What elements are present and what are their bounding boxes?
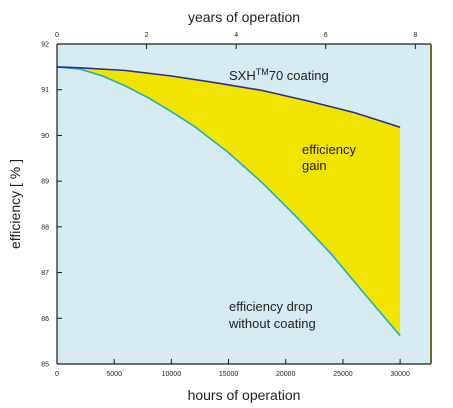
x-tick-label: 0 [55, 371, 59, 378]
drop-annotation-line2: without coating [228, 316, 316, 331]
plot-frame [56, 43, 432, 365]
y-tick-label: 89 [41, 179, 49, 186]
drop-annotation-line1: efficiency drop [229, 299, 313, 314]
x-top-tick-label: 2 [145, 32, 149, 39]
y-tick-label: 85 [41, 362, 49, 369]
y-tick-label: 90 [41, 133, 49, 140]
x-top-axis-title: years of operation [188, 9, 300, 25]
gain-annotation-line2: gain [302, 158, 327, 173]
series-line-sxh70-coating [56, 66, 401, 128]
x-tick-label: 30000 [390, 371, 410, 378]
y-axis-title: efficiency [ % ] [7, 159, 23, 249]
x-top-tick-label: 0 [55, 32, 59, 39]
series-line-without-coating [56, 66, 401, 337]
coating-annotation-rest: 70 coating [269, 68, 329, 83]
coating-annotation: SXHTM70 coating [229, 67, 329, 83]
x-tick-label: 5000 [106, 371, 122, 378]
x-top-tick-label: 4 [234, 32, 238, 39]
x-tick-label: 15000 [219, 371, 239, 378]
gain-annotation-line1: efficiency [302, 142, 356, 157]
y-tick-label: 92 [41, 42, 49, 49]
coating-annotation-main: SXH [229, 68, 256, 83]
x-top-tick-label: 8 [413, 32, 417, 39]
x-bottom-axis-title: hours of operation [188, 387, 301, 403]
x-tick-label: 10000 [162, 371, 182, 378]
x-top-tick-label: 6 [324, 32, 328, 39]
y-tick-label: 91 [41, 87, 49, 94]
x-tick-label: 25000 [333, 371, 353, 378]
coating-annotation-sup: TM [256, 67, 269, 77]
y-tick-label: 88 [41, 224, 49, 231]
x-tick-label: 20000 [276, 371, 296, 378]
efficiency-gain-area [57, 66, 401, 336]
y-tick-label: 86 [41, 316, 49, 323]
y-tick-label: 87 [41, 270, 49, 277]
